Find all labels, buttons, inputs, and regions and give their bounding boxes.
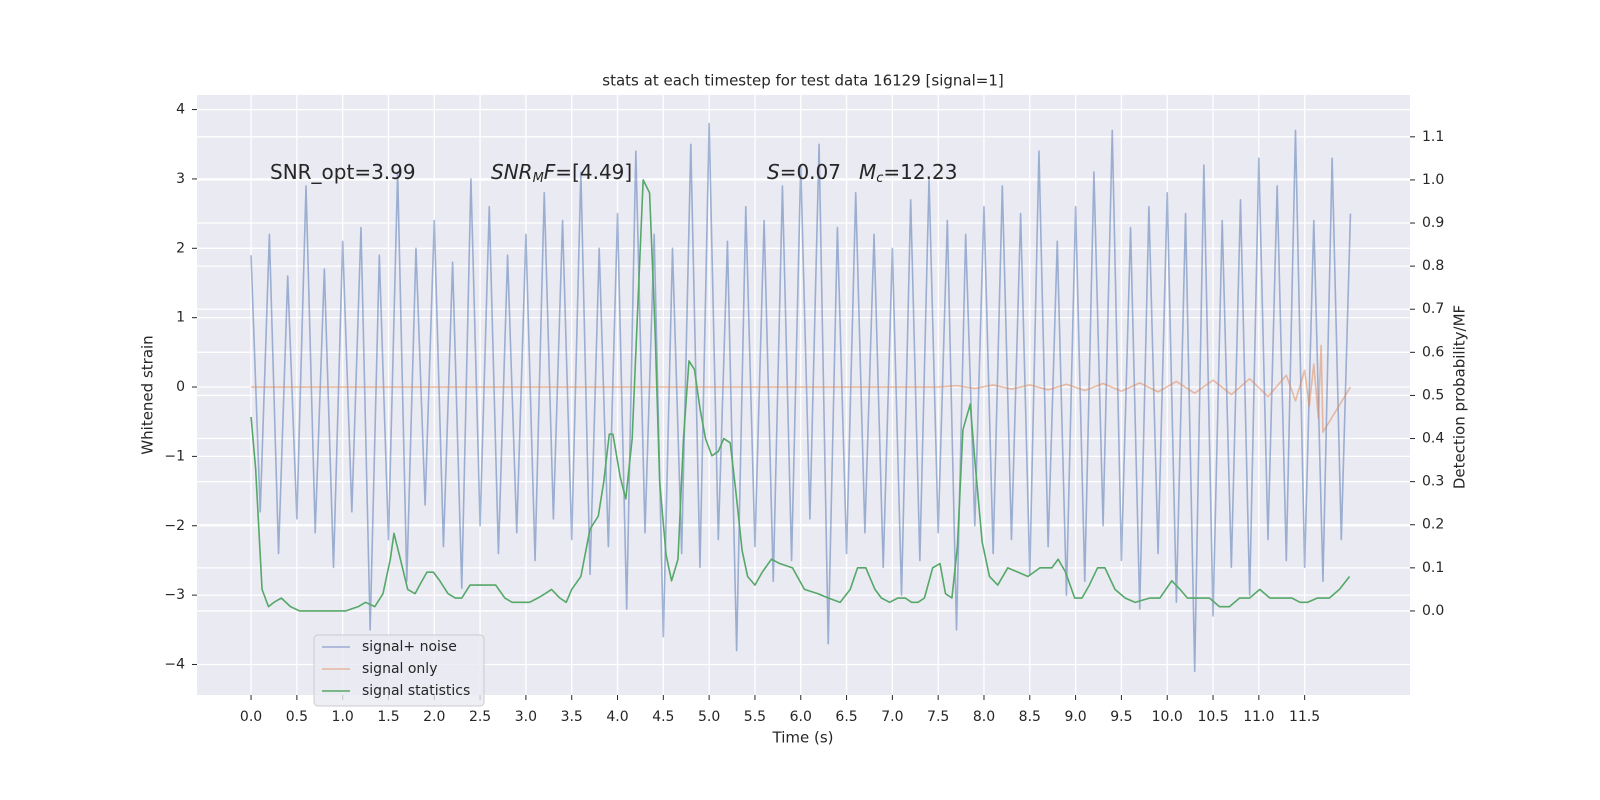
- x-tick-label: 6.0: [790, 709, 812, 725]
- annotation-part: S: [767, 160, 780, 184]
- legend: signal+ noise signal only signal statistic…: [313, 634, 485, 707]
- y2-tick-label: 0.0: [1422, 603, 1444, 619]
- y2-tick-label: 1.1: [1422, 129, 1444, 145]
- annotation-part: =[4.49]: [555, 160, 632, 184]
- series-line: [250, 122, 1352, 673]
- annotation: Mc=12.23: [859, 160, 957, 186]
- x-tick-label: 2.0: [423, 709, 445, 725]
- y-tick-label: 0: [176, 379, 185, 395]
- y-tick-label: −2: [164, 518, 185, 534]
- y2-tick-label: 0.8: [1422, 258, 1444, 274]
- x-tick-label: 5.5: [744, 709, 766, 725]
- y2-tick-label: 0.7: [1422, 301, 1444, 317]
- x-tick-label: 0.0: [240, 709, 262, 725]
- legend-label: signal+ noise: [362, 639, 457, 655]
- y-tick-label: 1: [176, 310, 185, 326]
- legend-label: signal only: [362, 661, 437, 677]
- x-tick-label: 11.5: [1289, 709, 1320, 725]
- x-tick-label: 1.0: [332, 709, 354, 725]
- annotation-part: M: [859, 160, 876, 184]
- y2-axis-label: Detection probability/MF: [1451, 305, 1469, 489]
- chart-title: stats at each timestep for test data 161…: [602, 72, 1003, 90]
- x-tick-label: 7.0: [881, 709, 903, 725]
- x-tick-label: 11.0: [1243, 709, 1274, 725]
- y2-tick-label: 0.4: [1422, 431, 1444, 447]
- y2-tick-label: 0.5: [1422, 387, 1444, 403]
- annotation-part: SNR: [491, 160, 533, 184]
- annotation-part: c: [876, 171, 883, 186]
- lines: [250, 122, 1352, 673]
- x-axis-label: Time (s): [772, 729, 834, 747]
- annotation-part: M: [533, 171, 544, 186]
- annotation-part: =12.23: [883, 160, 957, 184]
- x-tick-label: 0.5: [286, 709, 308, 725]
- annotation: S=0.07: [767, 160, 841, 184]
- x-tick-label: 8.0: [973, 709, 995, 725]
- annotation-part: =0.07: [780, 160, 841, 184]
- annotations: SNR_opt=3.99 SNRMF=[4.49] S=0.07 Mc=12.23: [270, 160, 957, 186]
- y-tick-label: 3: [176, 171, 185, 187]
- series-line: [250, 179, 1351, 612]
- x-tick-label: 10.0: [1152, 709, 1183, 725]
- x-tick-label: 9.0: [1064, 709, 1086, 725]
- y-tick-label: −3: [164, 587, 185, 603]
- x-tick-label: 4.5: [652, 709, 674, 725]
- axes: 0.0 0.5 1.0 1.5 2.0 2.5 3.0 3.5 4.0 4.5 5.0 5.5 6.0 6…: [164, 102, 1444, 725]
- y2-tick-label: 0.6: [1422, 344, 1444, 360]
- annotation-part: F: [544, 160, 556, 184]
- legend-label: signal statistics: [362, 683, 470, 699]
- x-tick-label: 5.0: [698, 709, 720, 725]
- x-tick-label: 3.0: [515, 709, 537, 725]
- x-tick-label: 6.5: [835, 709, 857, 725]
- y2-tick-label: 0.2: [1422, 517, 1444, 533]
- x-tick-label: 1.5: [377, 709, 399, 725]
- y2-tick-label: 0.1: [1422, 560, 1444, 576]
- x-tick-label: 9.5: [1110, 709, 1132, 725]
- y-tick-label: 4: [176, 102, 185, 118]
- series-line: [251, 344, 1352, 433]
- y-tick-label: −4: [164, 656, 185, 672]
- x-tick-label: 2.5: [469, 709, 491, 725]
- annotation: SNR_opt=3.99: [270, 160, 416, 184]
- legend-box: [313, 634, 485, 707]
- y-axis-label: Whitened strain: [139, 335, 157, 454]
- y2-tick-label: 1.0: [1422, 172, 1444, 188]
- annotation: SNRMF=[4.49]: [491, 160, 632, 186]
- annotation-part: SNR_opt=3.99: [270, 160, 416, 184]
- y-tick-label: −1: [164, 448, 185, 464]
- x-tick-label: 10.5: [1197, 709, 1228, 725]
- x-tick-label: 8.5: [1019, 709, 1041, 725]
- y2-tick-label: 0.9: [1422, 215, 1444, 231]
- x-tick-label: 3.5: [561, 709, 583, 725]
- y-tick-label: 2: [176, 240, 185, 256]
- y2-tick-label: 0.3: [1422, 474, 1444, 490]
- x-tick-label: 7.5: [927, 709, 949, 725]
- x-tick-label: 4.0: [606, 709, 628, 725]
